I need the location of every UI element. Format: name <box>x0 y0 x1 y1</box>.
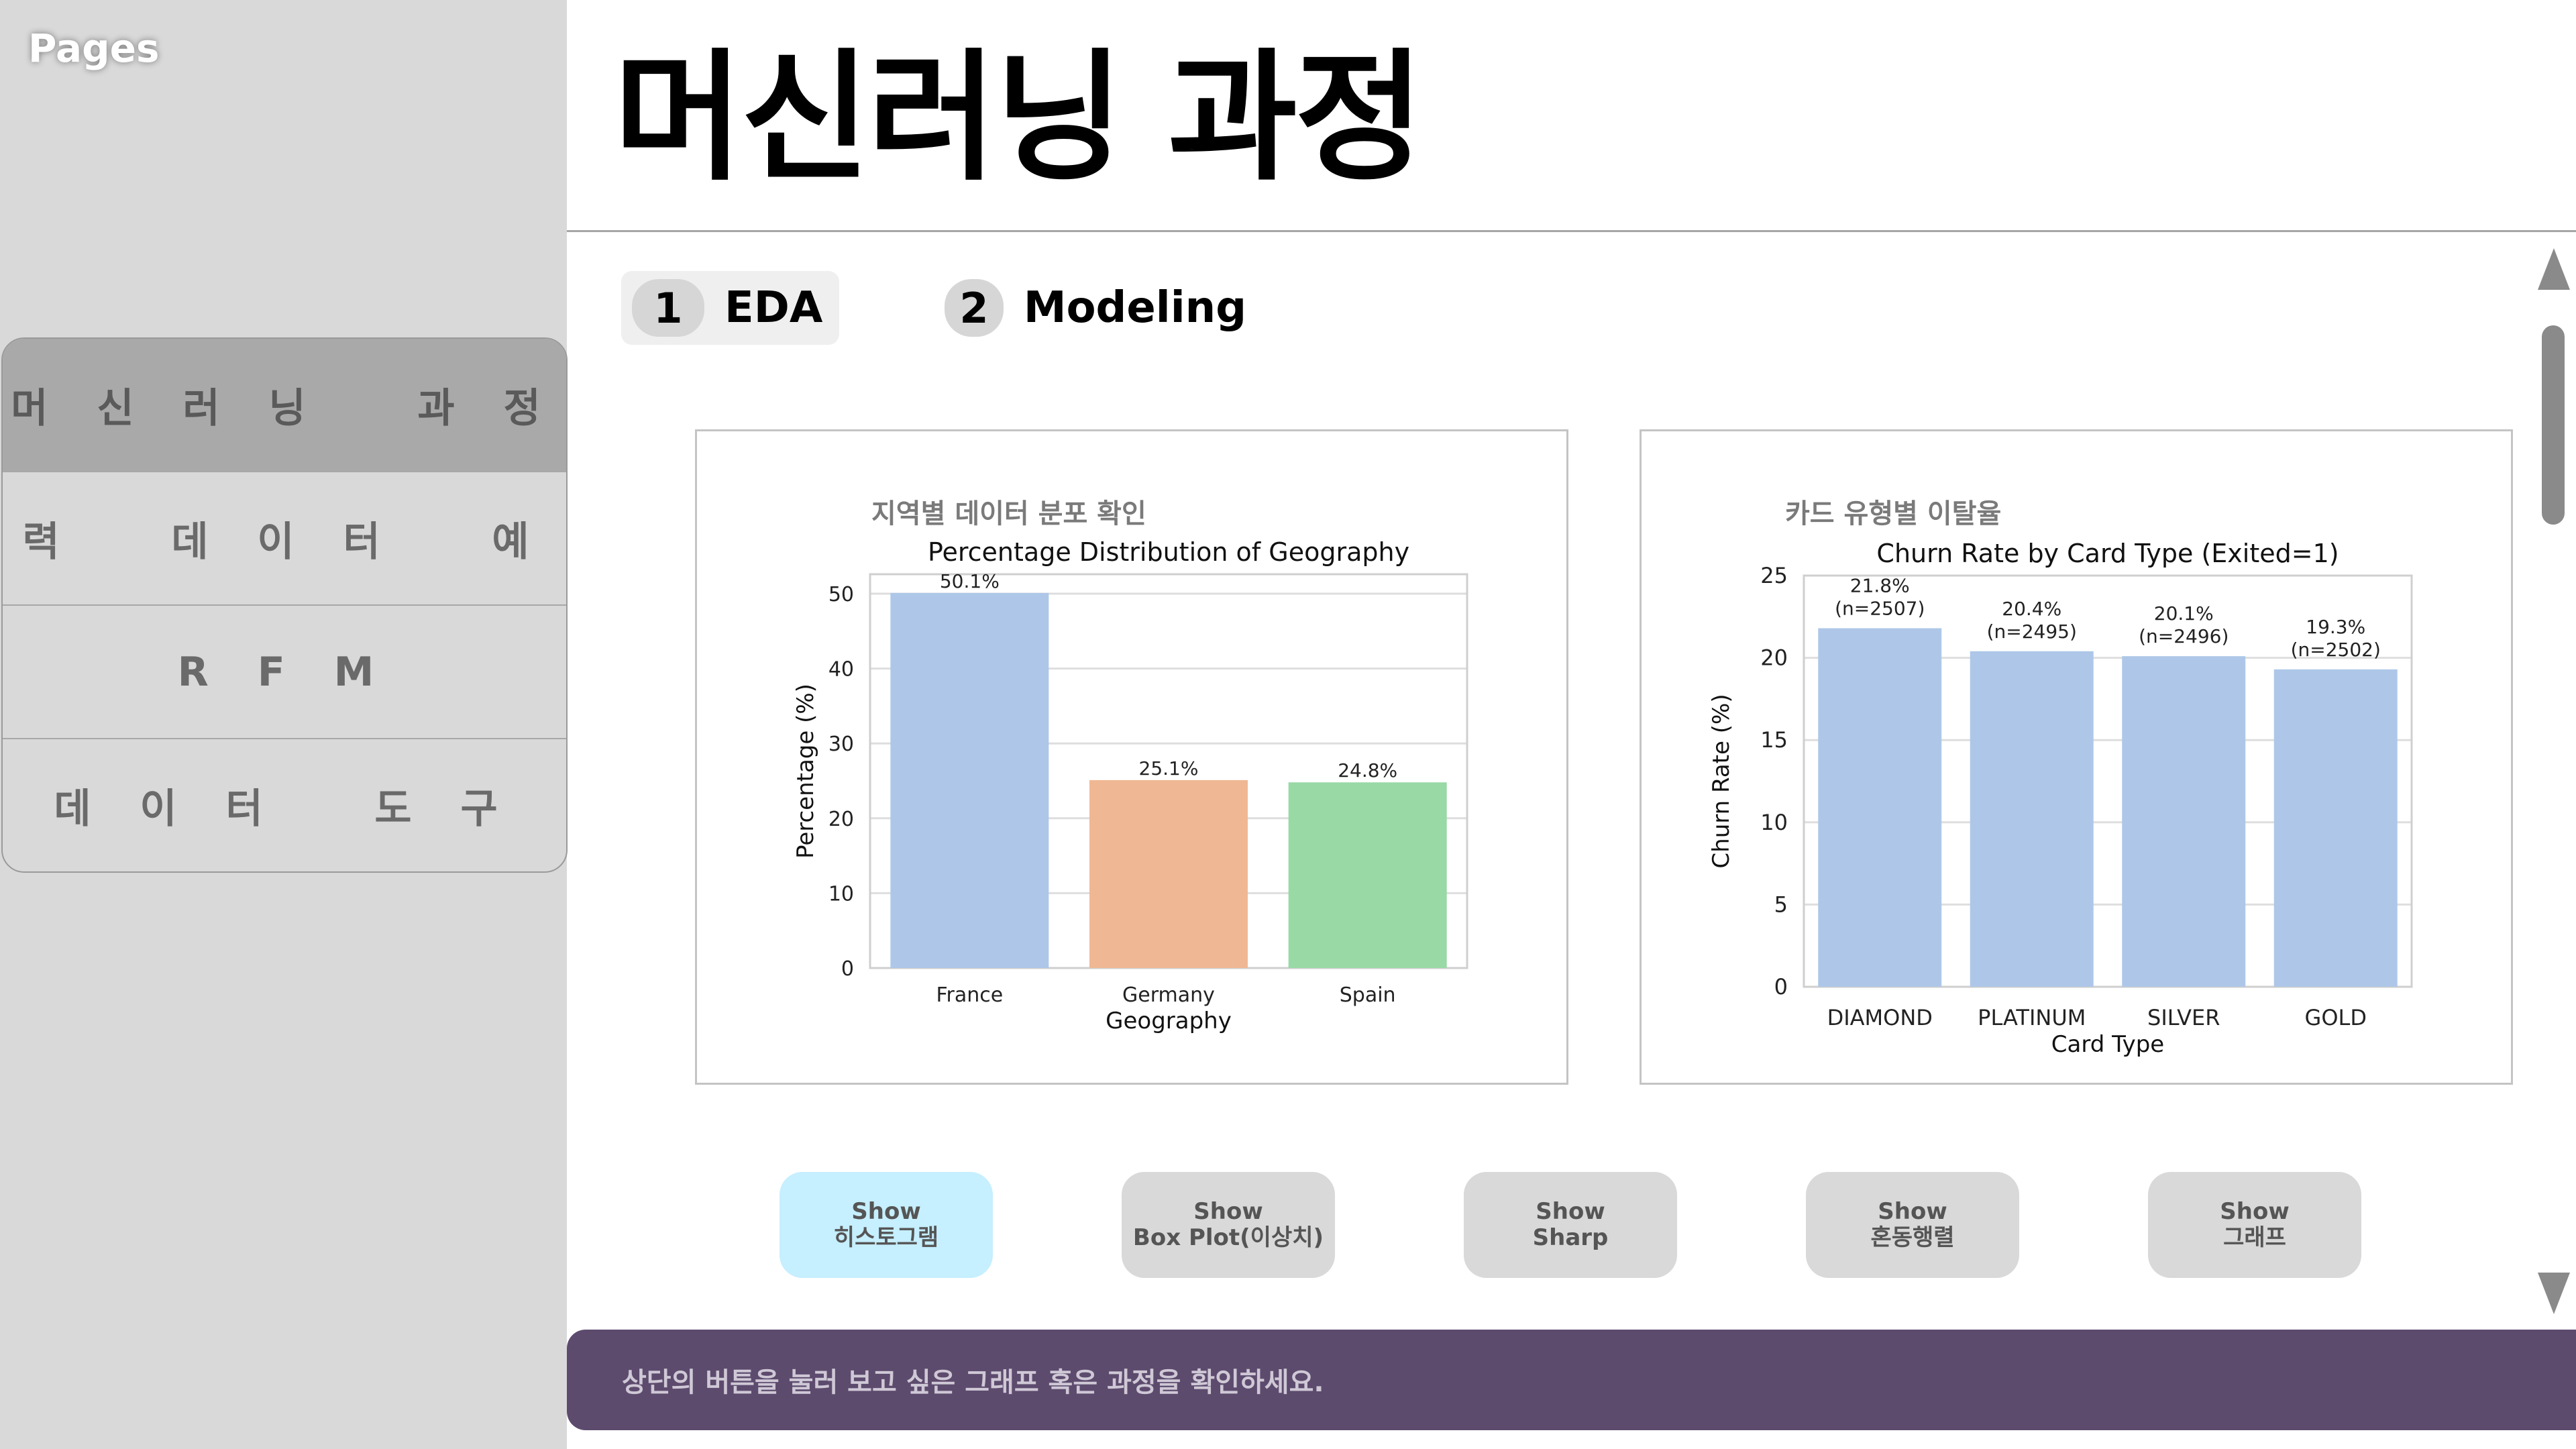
data-label-count: (n=2507) <box>1835 597 1925 619</box>
sidebar-item-rfm[interactable]: R F M <box>3 606 566 739</box>
footer-info-bar: 상단의 버튼을 눌러 보고 싶은 그래프 혹은 과정을 확인하세요. <box>567 1330 2576 1430</box>
data-label: 19.3% <box>2306 616 2365 638</box>
y-tick-label: 25 <box>1760 563 1788 588</box>
show-graph-button[interactable]: Show 그래프 <box>2148 1172 2361 1278</box>
tab-eda[interactable]: 1 EDA <box>621 271 839 345</box>
geography-panel-heading: 지역별 데이터 분포 확인 <box>871 498 1146 529</box>
x-axis-label: Geography <box>1106 1008 1232 1034</box>
show-sharp-line1: Show <box>1536 1197 1605 1225</box>
header-divider <box>567 230 2576 232</box>
sidebar: Pages 머 신 러 닝 과 정 입 력 데 이 터 예 측 R F M 데 … <box>0 0 568 1449</box>
data-label-count: (n=2496) <box>2139 625 2229 647</box>
data-label: 21.8% <box>1850 574 1910 596</box>
geography-bar-chart: 0 10 20 30 40 50 50.1% France 25.1% Germany 24.8% S… <box>792 537 1468 1034</box>
tab-modeling-number: 2 <box>945 279 1004 337</box>
card-type-chart-panel: 카드 유형별 이탈율 0 5 10 15 20 25 21.8% (n=2507) DIAMON… <box>1640 429 2513 1085</box>
show-histogram-line1: Show <box>851 1197 921 1225</box>
bar <box>890 592 1049 968</box>
show-histogram-line2: 히스토그램 <box>833 1224 939 1251</box>
x-tick-label: SILVER <box>2147 1005 2220 1030</box>
bar <box>2122 656 2246 987</box>
bar <box>1970 651 2094 987</box>
y-tick-label: 20 <box>1760 645 1788 671</box>
x-axis-label: Card Type <box>2051 1031 2164 1058</box>
tab-modeling[interactable]: 2 Modeling <box>945 271 1246 345</box>
sidebar-item-ml-process[interactable]: 머 신 러 닝 과 정 <box>3 339 566 472</box>
show-histogram-button[interactable]: Show 히스토그램 <box>780 1172 993 1278</box>
card-type-panel-heading: 카드 유형별 이탈율 <box>1785 498 2002 529</box>
y-tick-label: 10 <box>1760 810 1788 835</box>
y-tick-label: 10 <box>828 882 854 906</box>
show-sharp-button[interactable]: Show Sharp <box>1464 1172 1677 1278</box>
scroll-down-icon[interactable] <box>2538 1273 2570 1314</box>
y-tick-label: 40 <box>828 658 854 682</box>
show-confusion-matrix-line2: 혼동행렬 <box>1870 1224 1955 1251</box>
plot-frame <box>1803 574 2413 988</box>
y-tick-label: 0 <box>1774 974 1788 1000</box>
x-tick-label: GOLD <box>2305 1005 2367 1030</box>
chart-title: Percentage Distribution of Geography <box>928 537 1409 567</box>
sidebar-item-data-tools[interactable]: 데 이 터 도 구 <box>54 786 515 833</box>
x-tick-label: Germany <box>1122 983 1215 1007</box>
data-label-count: (n=2502) <box>2291 639 2381 661</box>
y-tick-label: 30 <box>828 733 854 756</box>
bar <box>1288 782 1447 968</box>
data-label-count: (n=2495) <box>1987 621 2077 643</box>
show-boxplot-line2: Box Plot(이상치) <box>1132 1224 1324 1251</box>
y-tick-label: 5 <box>1774 892 1788 917</box>
show-boxplot-line1: Show <box>1193 1197 1263 1225</box>
y-axis-label: Churn Rate (%) <box>1708 694 1735 868</box>
data-label: 20.4% <box>2002 598 2061 620</box>
sidebar-nav: 머 신 러 닝 과 정 입 력 데 이 터 예 측 R F M 데 이 터 도 … <box>1 337 568 873</box>
data-label: 20.1% <box>2154 602 2214 625</box>
show-graph-line2: 그래프 <box>2223 1224 2286 1251</box>
pages-label: Pages <box>28 25 160 71</box>
bar <box>1818 628 1942 987</box>
y-tick-label: 50 <box>828 583 854 606</box>
x-tick-label: DIAMOND <box>1827 1005 1933 1030</box>
x-tick-label: France <box>936 983 1003 1007</box>
bar <box>2273 669 2398 987</box>
x-tick-label: PLATINUM <box>1978 1005 2086 1030</box>
tab-eda-label: EDA <box>724 283 823 333</box>
show-confusion-matrix-button[interactable]: Show 혼동행렬 <box>1806 1172 2019 1278</box>
tab-modeling-label: Modeling <box>1023 283 1246 333</box>
y-axis-label: Percentage (%) <box>792 684 819 859</box>
show-confusion-matrix-line1: Show <box>1878 1197 1947 1225</box>
data-label: 25.1% <box>1139 757 1199 780</box>
scroll-up-icon[interactable] <box>2538 248 2570 290</box>
scrollbar-thumb[interactable] <box>2542 325 2565 525</box>
show-sharp-line2: Sharp <box>1532 1224 1609 1251</box>
data-label: 24.8% <box>1338 759 1397 782</box>
y-tick-label: 20 <box>828 808 854 831</box>
footer-message: 상단의 버튼을 눌러 보고 싶은 그래프 혹은 과정을 확인하세요. <box>622 1367 1324 1398</box>
bar <box>1089 780 1248 968</box>
geography-chart-panel: 지역별 데이터 분포 확인 0 10 20 30 40 50 50.1% France 25.1… <box>695 429 1568 1085</box>
y-tick-label: 0 <box>841 957 854 981</box>
tab-eda-number: 1 <box>632 279 704 337</box>
show-boxplot-button[interactable]: Show Box Plot(이상치) <box>1122 1172 1335 1278</box>
page-title: 머신러닝 과정 <box>614 36 1424 200</box>
show-graph-line1: Show <box>2220 1197 2290 1225</box>
y-tick-label: 15 <box>1760 727 1788 753</box>
chart-title: Churn Rate by Card Type (Exited=1) <box>1876 539 2339 568</box>
sidebar-item-input-prediction[interactable]: 입 력 데 이 터 예 측 <box>3 472 566 606</box>
data-label: 50.1% <box>940 570 1000 592</box>
x-tick-label: Spain <box>1340 983 1396 1007</box>
